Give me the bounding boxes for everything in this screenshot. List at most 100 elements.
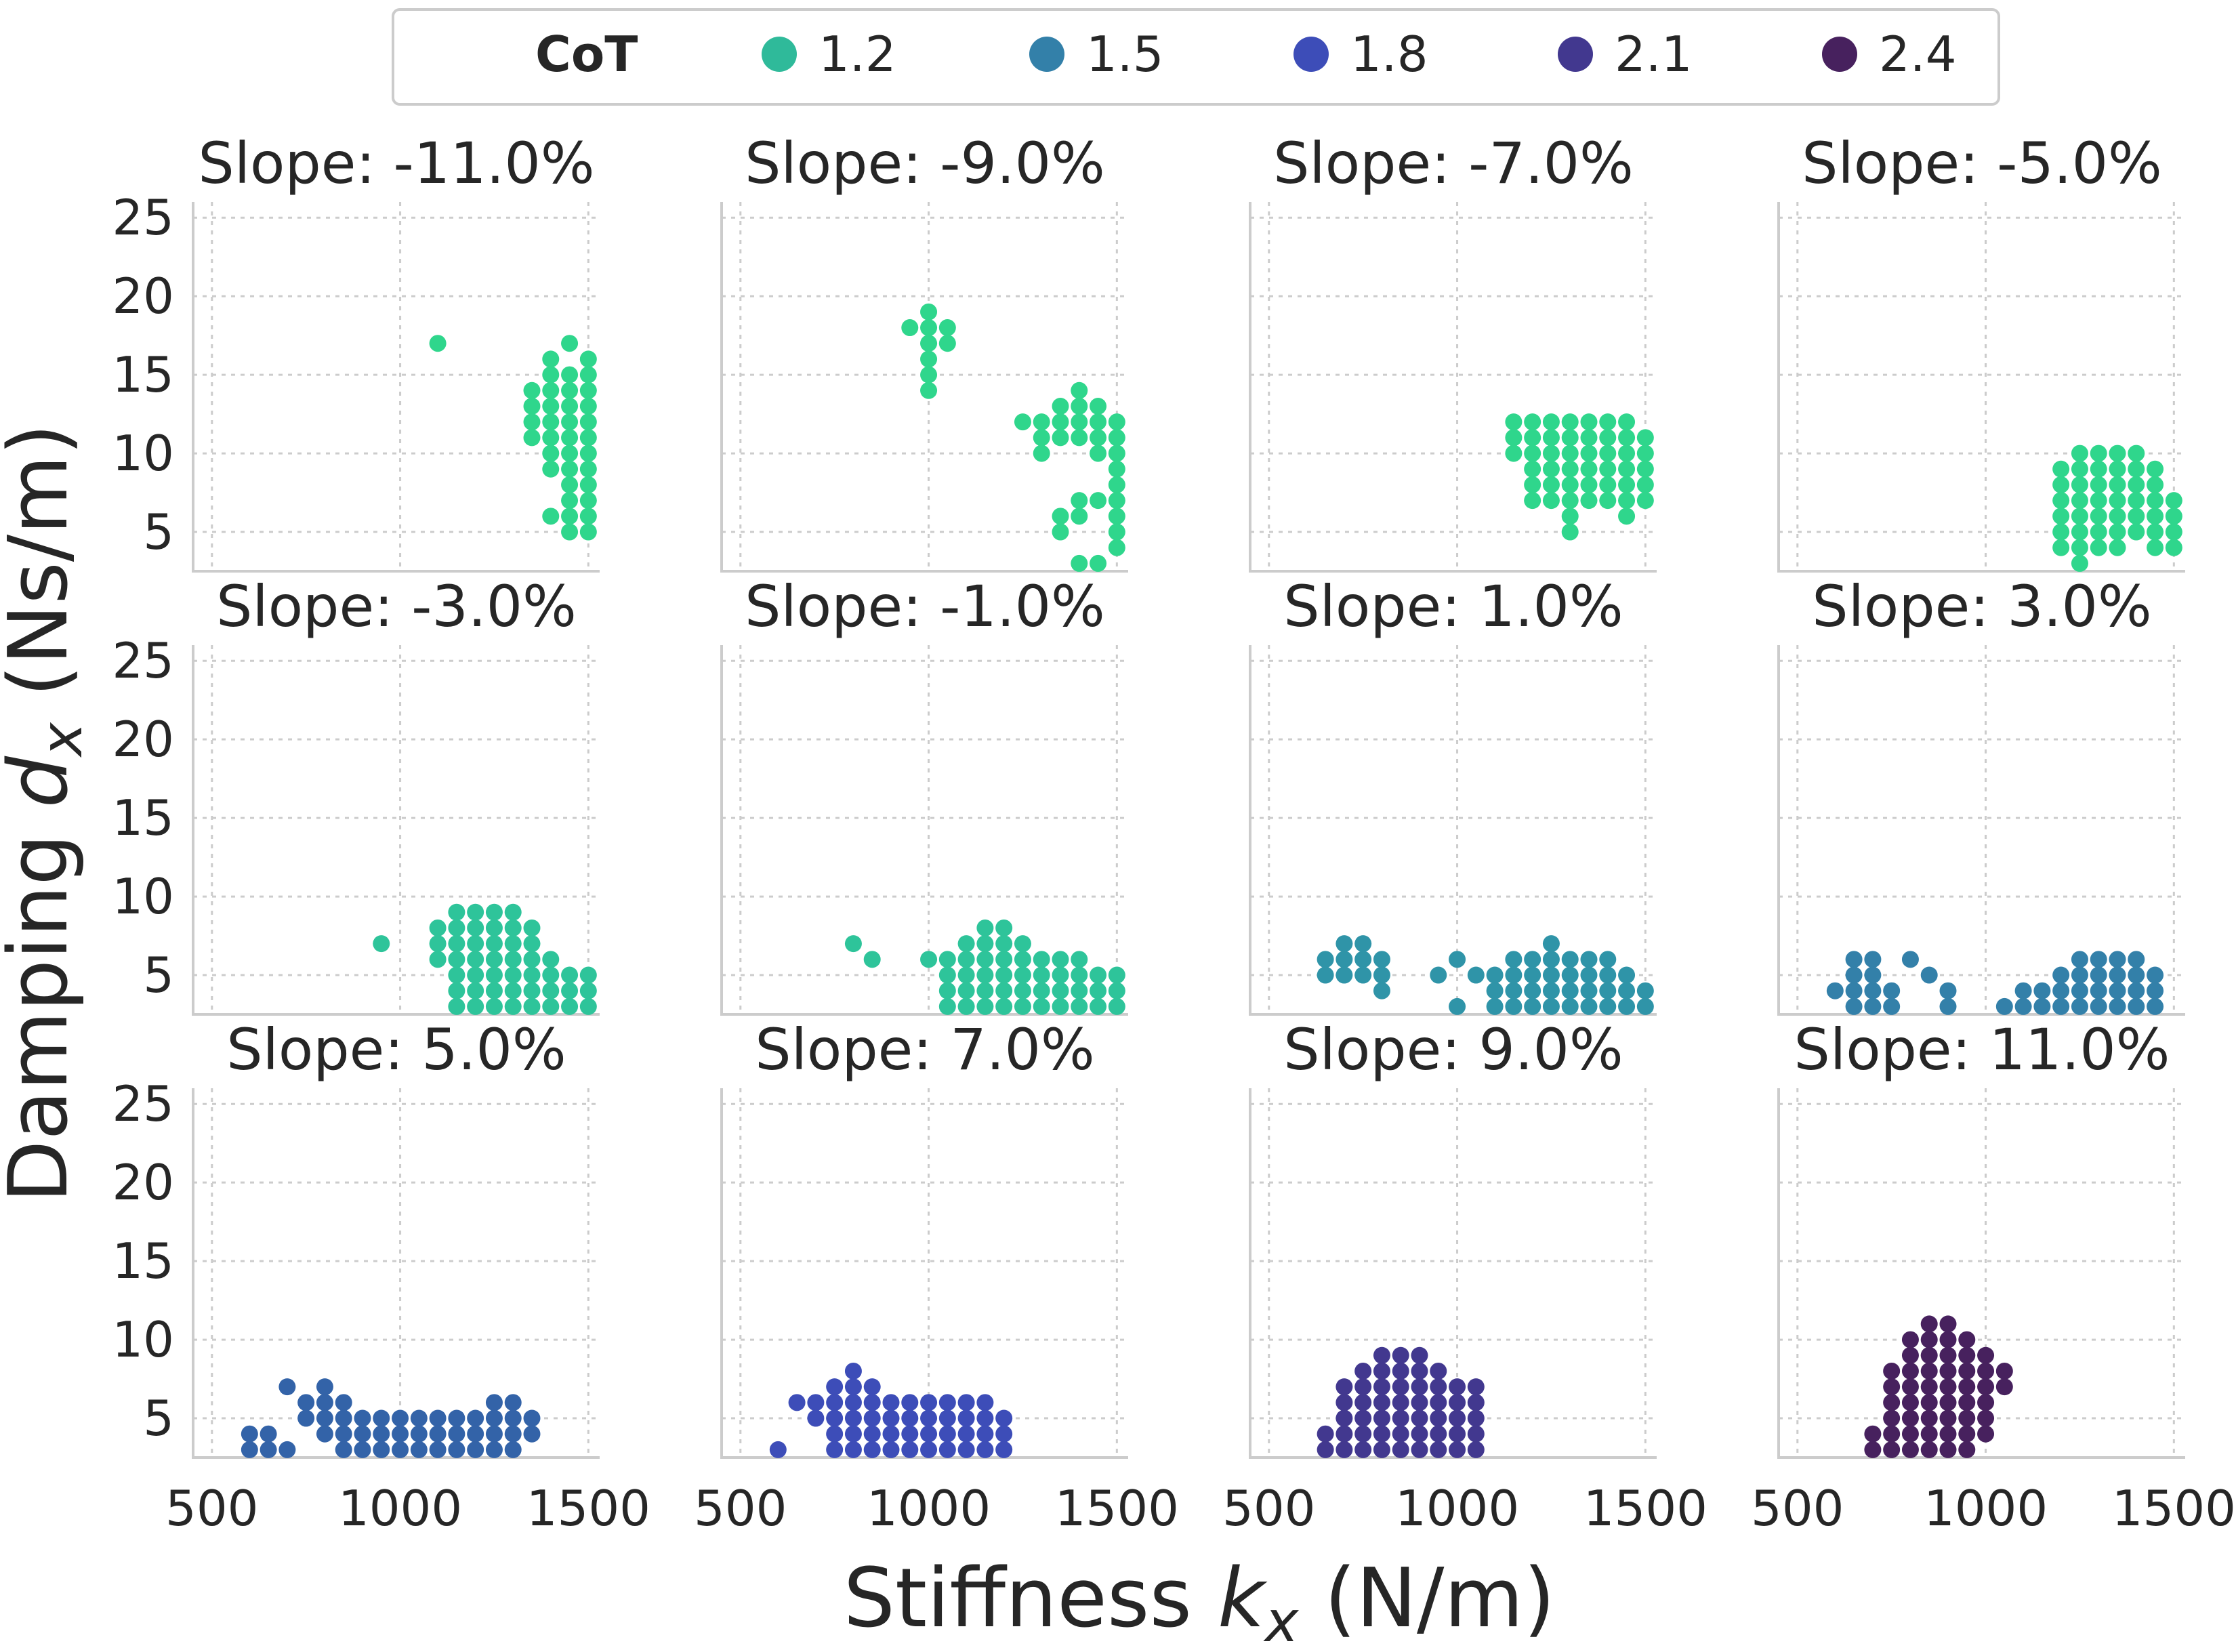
data-point	[1864, 1441, 1882, 1458]
data-point	[429, 935, 447, 953]
data-point	[1505, 951, 1523, 968]
data-point	[1505, 413, 1523, 431]
data-point	[1317, 951, 1334, 968]
data-point	[901, 1425, 919, 1443]
data-point	[467, 982, 484, 999]
panel-10: Slope: 7.0% 500 1000 1500	[694, 1016, 1179, 1537]
data-point	[523, 413, 541, 431]
data-point	[485, 1409, 503, 1427]
legend-label-1.5: 1.5	[1086, 26, 1164, 83]
data-point	[1977, 1394, 1995, 1411]
data-point	[2071, 476, 2088, 493]
data-point	[354, 1425, 371, 1443]
data-point	[2071, 539, 2088, 556]
data-point	[2128, 508, 2145, 525]
data-point	[1901, 1378, 1919, 1396]
data-point	[1354, 951, 1372, 968]
data-point	[938, 1425, 956, 1443]
data-point	[1977, 1425, 1995, 1443]
data-point	[920, 381, 938, 399]
data-point	[1336, 1409, 1353, 1427]
data-point	[1958, 1441, 1976, 1458]
panel-title: Slope: 11.0%	[1794, 1016, 2170, 1083]
legend-label-2.4: 2.4	[1879, 26, 1957, 83]
y-tick-label: 20	[112, 711, 174, 768]
data-point	[1467, 1409, 1485, 1427]
data-point	[1561, 429, 1579, 447]
axes-spine	[192, 202, 600, 573]
legend-label-1.8: 1.8	[1350, 26, 1428, 83]
data-point	[1995, 997, 2013, 1015]
data-point	[1958, 1331, 1976, 1348]
data-point	[561, 476, 579, 493]
legend-marker-1.2	[762, 37, 797, 72]
data-point	[1995, 1362, 2013, 1380]
data-point	[844, 1441, 862, 1458]
data-point	[1354, 966, 1372, 984]
data-point	[1392, 1441, 1409, 1458]
y-tick-label: 5	[143, 947, 174, 1004]
data-point	[2147, 539, 2164, 556]
data-point	[2128, 982, 2145, 999]
data-point	[2128, 997, 2145, 1015]
data-point	[579, 966, 597, 984]
data-point	[2090, 997, 2107, 1015]
data-point	[429, 335, 447, 352]
data-point	[901, 1409, 919, 1427]
data-point	[1052, 997, 1069, 1015]
data-point	[1939, 1362, 1957, 1380]
data-point	[542, 429, 560, 447]
data-point	[504, 966, 522, 984]
legend-title: CoT	[535, 26, 638, 83]
data-point	[561, 335, 579, 352]
data-point	[920, 1394, 938, 1411]
data-point	[2052, 539, 2070, 556]
data-point	[1014, 982, 1031, 999]
panel-4: Slope: -5.0%	[1777, 130, 2185, 573]
panel-2: Slope: -9.0%	[720, 130, 1128, 573]
data-point	[467, 1409, 484, 1427]
data-point	[1354, 1394, 1372, 1411]
data-point	[542, 381, 560, 399]
data-point	[938, 982, 956, 999]
data-point	[1449, 1378, 1466, 1396]
legend-marker-2.4	[1822, 37, 1857, 72]
data-point	[1033, 445, 1050, 462]
data-point	[523, 397, 541, 415]
data-point	[392, 1425, 409, 1443]
panel-3: Slope: -7.0%	[1249, 130, 1657, 573]
data-point	[957, 997, 975, 1015]
data-point	[1618, 476, 1636, 493]
data-point	[561, 381, 579, 399]
data-point	[542, 460, 560, 478]
data-point	[2109, 476, 2126, 493]
data-point	[1449, 997, 1466, 1015]
data-point	[448, 919, 465, 936]
data-point	[1636, 982, 1654, 999]
data-point	[976, 1409, 994, 1427]
data-point	[1542, 476, 1560, 493]
data-point	[1373, 1362, 1390, 1380]
data-point	[2147, 460, 2164, 478]
data-point	[316, 1409, 333, 1427]
data-point	[1108, 476, 1125, 493]
x-tick-label: 1500	[2112, 1480, 2236, 1537]
data-point	[920, 1441, 938, 1458]
data-point	[579, 982, 597, 999]
data-point	[485, 935, 503, 953]
data-point	[769, 1441, 787, 1458]
data-point	[579, 997, 597, 1015]
data-point	[1108, 523, 1125, 541]
data-point	[1580, 413, 1598, 431]
data-point	[1542, 982, 1560, 999]
x-axis-label: Stiffness kx (N/m)	[844, 1552, 1555, 1652]
data-point	[1373, 951, 1390, 968]
data-point	[1977, 1409, 1995, 1427]
data-point	[1014, 951, 1031, 968]
data-point	[1392, 1394, 1409, 1411]
data-point	[2147, 966, 2164, 984]
data-point	[1599, 492, 1617, 510]
data-point	[2071, 966, 2088, 984]
data-point	[1090, 966, 1107, 984]
